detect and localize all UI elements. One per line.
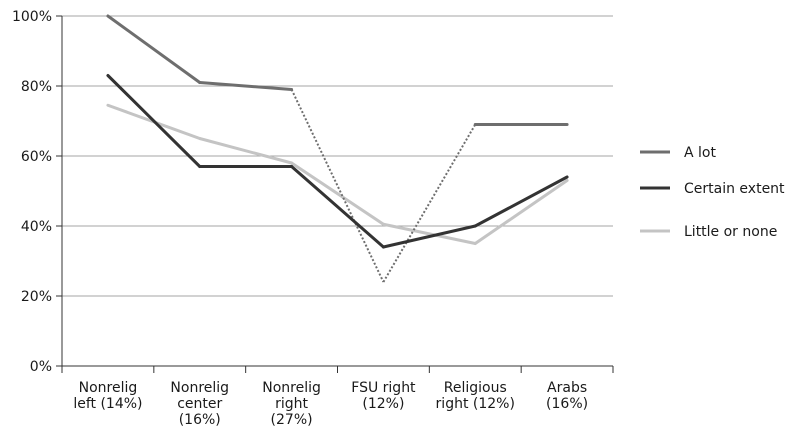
series-certain-extent — [106, 74, 569, 249]
x-tick-label-line: (16%) — [179, 412, 221, 428]
x-tick-labels: Nonrelig left (14%)Nonrelig center (16%)Non… — [73, 380, 588, 428]
x-tick-label-line: (27%) — [271, 412, 313, 428]
series-segment — [382, 123, 477, 283]
x-tick-label: Nonrelig left (14%) — [73, 380, 142, 412]
x-tick-label: Nonrelig right (27%) — [262, 380, 321, 428]
x-tick-label-line: (16%) — [546, 396, 588, 412]
x-tick-label-line: left (14%) — [73, 396, 142, 412]
series-lines — [106, 14, 569, 283]
series-segment — [290, 89, 385, 283]
series-segment — [473, 179, 569, 245]
series-segment — [106, 74, 202, 168]
y-tick-label: 40% — [21, 219, 52, 235]
x-tick-label-line: Nonrelig — [79, 380, 138, 396]
y-tick-label: 20% — [21, 289, 52, 305]
x-tick-label: Arabs (16%) — [546, 380, 588, 412]
y-tick-label: 80% — [21, 79, 52, 95]
series-segment — [106, 14, 202, 84]
series-segment — [290, 165, 385, 249]
x-tick-label-line: Arabs — [547, 380, 587, 396]
x-tick-label: FSU right (12%) — [351, 380, 416, 412]
x-tick-label-line: right (12%) — [436, 396, 515, 412]
series-segment — [381, 222, 477, 245]
legend: A lot Certain extent Little or none — [640, 145, 785, 240]
x-tick-label-line: Nonrelig — [170, 380, 229, 396]
axes — [56, 15, 614, 373]
legend-label: Little or none — [684, 224, 777, 240]
x-tick-label: Religious right (12%) — [436, 380, 515, 412]
series-segment — [198, 137, 294, 165]
legend-label: Certain extent — [684, 181, 785, 197]
series-segment — [198, 81, 294, 91]
y-tick-labels: 0% 20% 40% 60% 80% 100% — [12, 9, 52, 375]
x-tick-label-line: Religious — [444, 380, 507, 396]
x-tick-label-line: right — [275, 396, 308, 412]
series-segment — [473, 175, 569, 228]
x-tick-label-line: FSU right — [351, 380, 416, 396]
legend-label: A lot — [684, 145, 716, 161]
y-tick-label: 60% — [21, 149, 52, 165]
x-tick-label: Nonrelig center (16%) — [170, 380, 229, 428]
x-tick-label-line: center — [177, 396, 222, 412]
series-segment — [290, 161, 385, 226]
x-tick-label-line: Nonrelig — [262, 380, 321, 396]
series-a-lot — [106, 14, 569, 283]
gridlines — [62, 15, 613, 297]
x-tick-label-line: (12%) — [362, 396, 404, 412]
y-tick-label: 100% — [12, 9, 52, 25]
series-segment — [381, 224, 477, 249]
y-tick-label: 0% — [30, 359, 52, 375]
